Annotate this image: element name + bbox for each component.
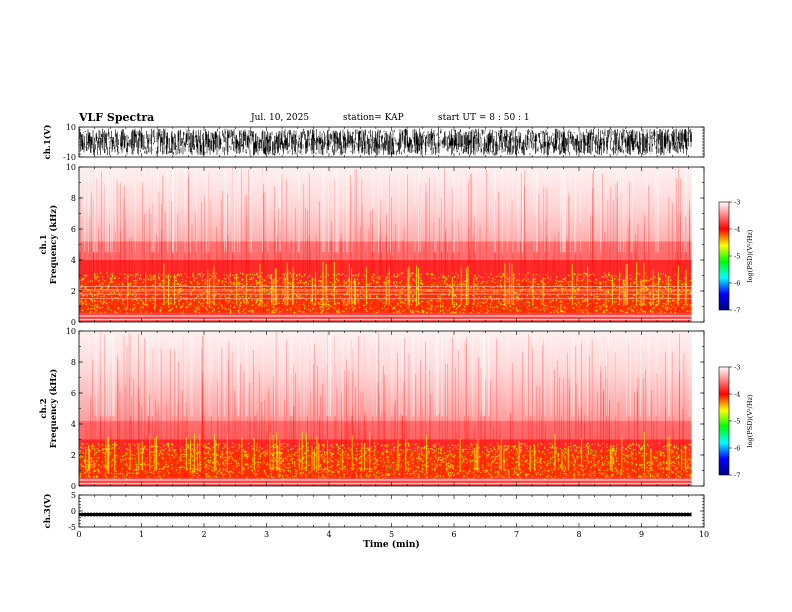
x-tick-label: 2 [201,530,206,539]
ch2-spectrogram-low-stripe [79,485,692,486]
ch3-axes [78,494,705,528]
ch2-colorbar-tick-label: -7 [734,472,740,480]
ch2-spectrogram-vertical-streaks [85,331,685,479]
ch2-colorbar-label: log(PSD)(V²/Hz) [746,394,754,447]
ch1-colorbar-tick-label: -6 [734,280,740,288]
ch2-spec-tick-label: 10 [66,327,76,336]
ch1-ylabel: ch.1(V) [42,125,53,160]
ch1-spec-tick-label: 10 [66,163,76,172]
ch1-colorbar-tick-label: -3 [734,199,740,207]
ch1-colorbar-tick-label: -7 [734,307,740,315]
ch2-spec-tick-label: 2 [71,451,76,460]
ch2-spectrogram-low-stripe [79,477,692,479]
ch2-spectrogram-yellow-speckle [79,442,693,480]
ch1-spectrogram-red-band [79,260,692,282]
ch1-spec-tick-label: 8 [71,194,76,203]
x-tick-label: 8 [576,530,581,539]
x-tick-label: 9 [639,530,644,539]
ch1-spectrogram-white-streaks [79,170,687,253]
x-tick-label: 6 [451,530,456,539]
ch1-spectrogram-red-fade [79,241,692,260]
ch2-colorbar-tick-label: -3 [734,364,740,372]
ch1-colorbar-label: log(PSD)(V²/Hz) [746,229,754,282]
x-axis-label: Time (min) [363,539,420,550]
ch2-spectrogram-low-stripe [79,479,692,481]
x-tick-label: 5 [389,530,394,539]
ch3-waveform-plot [78,512,692,518]
ch1-spec-tick-label: 6 [71,225,76,234]
x-tick-label: 3 [264,530,269,539]
ch1-spec-tick-label: 2 [71,287,76,296]
ch2-spec-ylabel-channel: ch.2 [39,398,49,418]
ch2-colorbar-tick-label: -5 [734,418,740,426]
x-tick-label: 10 [699,530,709,539]
ch1-waveform-trace [78,128,692,156]
ch2-spectrogram-low-stripe [79,481,692,483]
x-tick-label: 1 [139,530,144,539]
ch1-tick-label: -10 [63,153,76,162]
ch2-spec-tick-label: 6 [71,389,76,398]
ch1-tick-label: 10 [66,123,76,132]
ch2-colorbar-tick-label: -6 [734,445,740,453]
ch3-ylabel: ch.3(V) [42,494,53,529]
ch1-colorbar-tick-label: -5 [734,253,740,261]
ch1-spec-ylabel-channel: ch.1 [39,234,49,254]
ch2-spectrogram-white-streaks [89,334,690,417]
ch1-spectrogram-low-stripe [79,317,692,319]
ch1-spectrogram-low-stripe [79,315,692,317]
ch2-spec-tick-label: 4 [71,420,76,429]
start-time-label: start UT = 8 : 50 : 1 [438,113,530,123]
ch1-spec-tick-label: 0 [71,318,76,327]
ch2-colorbar-tick-label: -4 [734,391,740,399]
x-tick-label: 0 [76,530,81,539]
ch1-spec-ylabel-freq: Frequency (kHz) [48,205,59,284]
ch2-spectrogram-plot [79,331,693,486]
ch3-tick-label: -5 [68,523,76,532]
x-tick-label: 4 [326,530,331,539]
ch2-spec-tick-label: 8 [71,358,76,367]
ch2-spectrogram-low-stripe [79,483,692,485]
figure-title: VLF Spectra [79,111,155,124]
ch1-waveform-plot [78,128,692,156]
station-label: station= KAP [343,113,404,123]
ch1-spectrogram-low-stripe [79,313,692,315]
ch1-spec-tick-label: 4 [71,256,76,265]
ch3-tick-label: 0 [71,507,76,516]
ch1-spectrogram-plot [79,167,693,322]
ch1-colorbar-tick-label: -4 [734,226,740,234]
ch2-colorbar-bar [718,366,730,476]
ch2-spectrogram-yellow-bursts [85,431,687,471]
ch2-spectrogram-red-fade [79,420,692,440]
date-label: Jul. 10, 2025 [251,113,310,123]
ch3-tick-label: 5 [71,491,76,500]
ch1-spectrogram-low-stripe [79,321,692,322]
ch1-spectrogram-yellow-speckle [79,272,693,314]
ch2-spec-tick-label: 0 [71,482,76,491]
ch1-colorbar-bar [718,201,730,311]
x-tick-label: 7 [514,530,519,539]
ch1-spectrogram-low-stripe [79,319,692,321]
ch2-spec-ylabel-freq: Frequency (kHz) [48,369,59,448]
